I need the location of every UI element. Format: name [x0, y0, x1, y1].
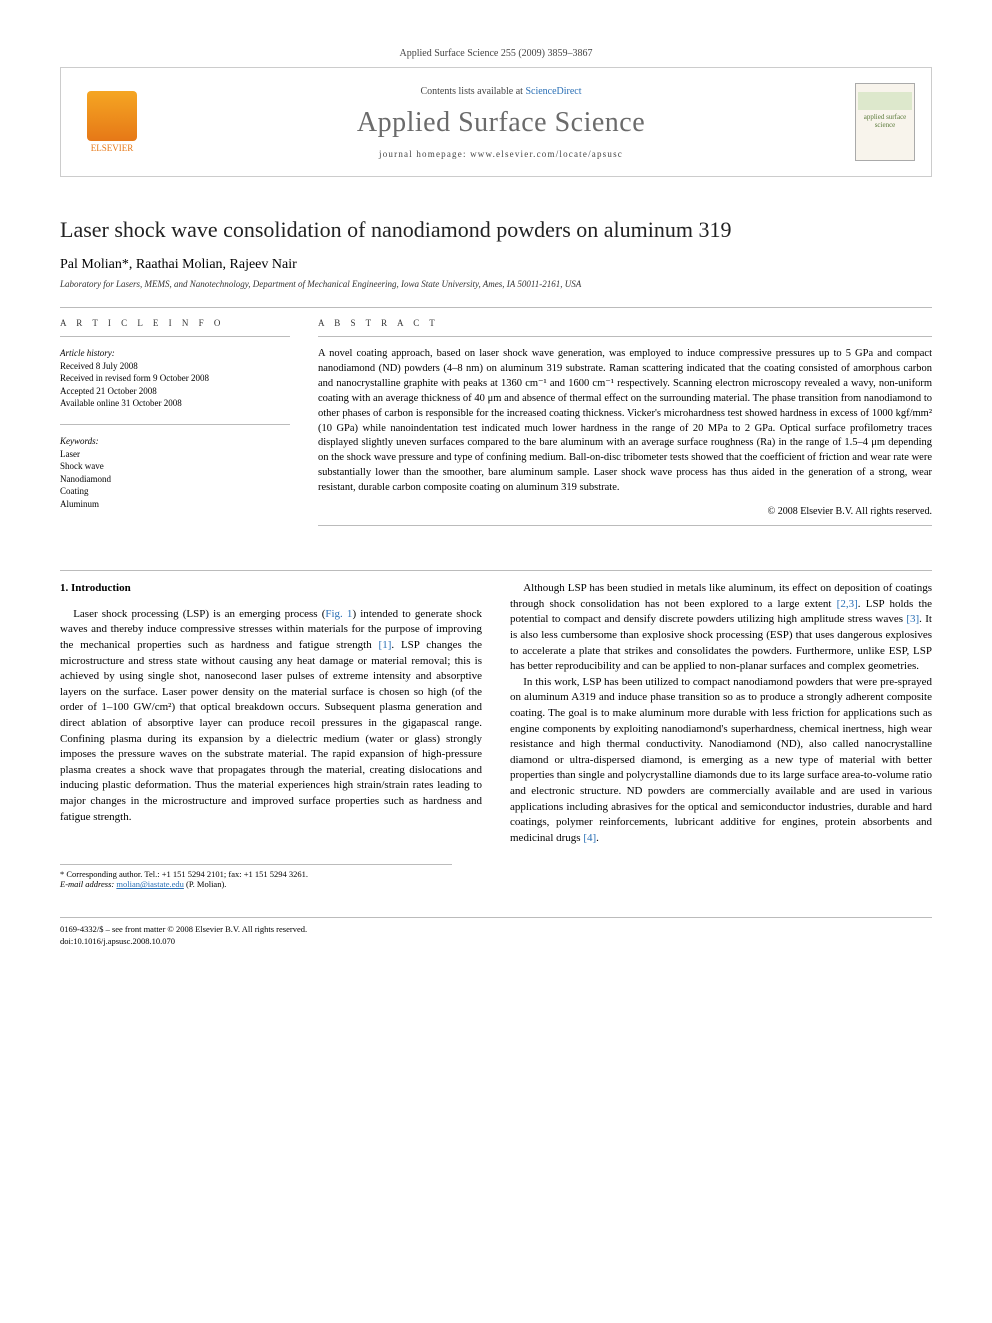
citation-ref[interactable]: [1] [379, 639, 392, 651]
article-history: Article history: Received 8 July 2008 Re… [60, 347, 290, 410]
journal-header: ELSEVIER Contents lists available at Sci… [60, 67, 932, 177]
article-info: A R T I C L E I N F O Article history: R… [60, 318, 290, 536]
citation-ref[interactable]: [4] [583, 832, 596, 844]
keyword: Nanodiamond [60, 473, 290, 486]
authors: Pal Molian*, Raathai Molian, Rajeev Nair [60, 257, 932, 273]
citation-ref[interactable]: [3] [906, 613, 919, 625]
info-abstract-row: A R T I C L E I N F O Article history: R… [60, 318, 932, 536]
keyword: Aluminum [60, 498, 290, 511]
divider [318, 336, 932, 337]
affiliation: Laboratory for Lasers, MEMS, and Nanotec… [60, 279, 932, 289]
journal-title: Applied Surface Science [147, 107, 855, 139]
divider [60, 570, 932, 571]
accepted: Accepted 21 October 2008 [60, 385, 290, 398]
abstract-column: A B S T R A C T A novel coating approach… [318, 318, 932, 536]
paragraph: Laser shock processing (LSP) is an emerg… [60, 607, 482, 826]
homepage-line: journal homepage: www.elsevier.com/locat… [147, 149, 855, 159]
body-columns: 1. Introduction Laser shock processing (… [60, 581, 932, 846]
received: Received 8 July 2008 [60, 360, 290, 373]
divider [60, 336, 290, 337]
divider [318, 525, 932, 526]
doi-line: doi:10.1016/j.apsusc.2008.10.070 [60, 936, 452, 948]
journal-reference: Applied Surface Science 255 (2009) 3859–… [60, 48, 932, 59]
sciencedirect-link[interactable]: ScienceDirect [525, 86, 581, 97]
text: . [596, 832, 599, 844]
section-heading: 1. Introduction [60, 581, 482, 597]
citation-ref[interactable]: [2,3] [837, 598, 858, 610]
info-heading: A R T I C L E I N F O [60, 318, 290, 328]
page-root: Applied Surface Science 255 (2009) 3859–… [0, 0, 992, 996]
elsevier-logo: ELSEVIER [77, 91, 147, 153]
copyright: © 2008 Elsevier B.V. All rights reserved… [318, 506, 932, 517]
email-who: (P. Molian). [186, 879, 226, 889]
text: . LSP changes the microstructure and str… [60, 639, 482, 823]
contents-line: Contents lists available at ScienceDirec… [147, 86, 855, 97]
footer: 0169-4332/$ – see front matter © 2008 El… [60, 917, 932, 948]
text: Laser shock processing (LSP) is an emerg… [73, 608, 325, 620]
corr-label: * Corresponding author. Tel.: +1 151 529… [60, 869, 452, 879]
paragraph: Although LSP has been studied in metals … [510, 581, 932, 675]
divider [60, 307, 932, 308]
paragraph: In this work, LSP has been utilized to c… [510, 675, 932, 847]
cover-text: applied surface science [858, 114, 912, 129]
contents-prefix: Contents lists available at [420, 86, 525, 97]
issn-line: 0169-4332/$ – see front matter © 2008 El… [60, 924, 452, 936]
online: Available online 31 October 2008 [60, 397, 290, 410]
homepage-url: www.elsevier.com/locate/apsusc [470, 149, 623, 159]
divider [60, 424, 290, 425]
header-center: Contents lists available at ScienceDirec… [147, 86, 855, 159]
abstract-text: A novel coating approach, based on laser… [318, 347, 932, 496]
abstract-heading: A B S T R A C T [318, 318, 932, 328]
corr-email-line: E-mail address: molian@iastate.edu (P. M… [60, 879, 452, 889]
revised: Received in revised form 9 October 2008 [60, 372, 290, 385]
homepage-prefix: journal homepage: [379, 149, 470, 159]
elsevier-tree-icon [87, 91, 137, 141]
keyword: Laser [60, 448, 290, 461]
keywords: Keywords: Laser Shock wave Nanodiamond C… [60, 435, 290, 511]
elsevier-text: ELSEVIER [77, 143, 147, 153]
email-label: E-mail address: [60, 879, 114, 889]
email-link[interactable]: molian@iastate.edu [116, 879, 184, 889]
text: In this work, LSP has been utilized to c… [510, 676, 932, 844]
keyword: Shock wave [60, 460, 290, 473]
history-label: Article history: [60, 347, 290, 360]
keywords-label: Keywords: [60, 435, 290, 448]
corresponding-author: * Corresponding author. Tel.: +1 151 529… [60, 864, 452, 889]
journal-cover-thumb: applied surface science [855, 83, 915, 161]
figure-ref[interactable]: Fig. 1 [325, 608, 352, 620]
paper-title: Laser shock wave consolidation of nanodi… [60, 217, 932, 243]
keyword: Coating [60, 485, 290, 498]
footer-left: 0169-4332/$ – see front matter © 2008 El… [60, 924, 452, 948]
